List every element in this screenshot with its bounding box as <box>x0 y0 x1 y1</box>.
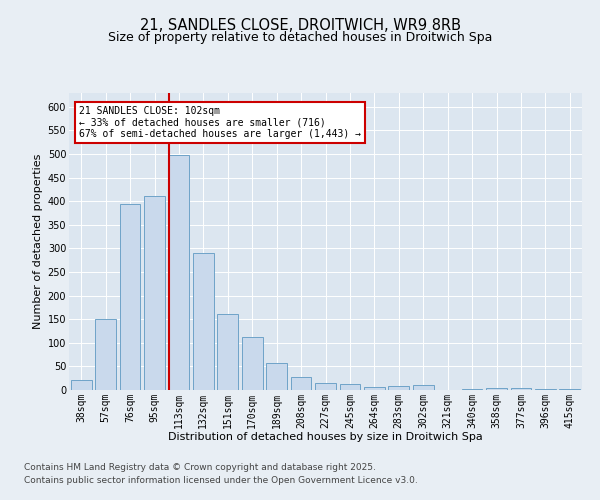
Bar <box>315 383 336 390</box>
Text: Size of property relative to detached houses in Droitwich Spa: Size of property relative to detached ho… <box>108 31 492 44</box>
Bar <box>413 386 434 390</box>
Bar <box>71 380 92 390</box>
Bar <box>193 253 214 390</box>
Bar <box>364 386 385 390</box>
Bar <box>511 388 532 390</box>
Bar <box>266 363 287 390</box>
Bar <box>119 204 140 390</box>
Bar <box>535 388 556 390</box>
Bar <box>461 388 482 390</box>
Bar <box>169 156 190 390</box>
Text: Contains HM Land Registry data © Crown copyright and database right 2025.: Contains HM Land Registry data © Crown c… <box>24 464 376 472</box>
Bar <box>340 384 361 390</box>
Bar <box>95 319 116 390</box>
Bar <box>486 388 507 390</box>
Bar <box>217 314 238 390</box>
Bar <box>388 386 409 390</box>
Text: 21, SANDLES CLOSE, DROITWICH, WR9 8RB: 21, SANDLES CLOSE, DROITWICH, WR9 8RB <box>139 18 461 32</box>
Y-axis label: Number of detached properties: Number of detached properties <box>34 154 43 329</box>
Bar <box>559 388 580 390</box>
Text: Contains public sector information licensed under the Open Government Licence v3: Contains public sector information licen… <box>24 476 418 485</box>
Bar <box>290 377 311 390</box>
Text: 21 SANDLES CLOSE: 102sqm
← 33% of detached houses are smaller (716)
67% of semi-: 21 SANDLES CLOSE: 102sqm ← 33% of detach… <box>79 106 361 139</box>
Bar <box>144 196 165 390</box>
Bar <box>242 337 263 390</box>
X-axis label: Distribution of detached houses by size in Droitwich Spa: Distribution of detached houses by size … <box>168 432 483 442</box>
